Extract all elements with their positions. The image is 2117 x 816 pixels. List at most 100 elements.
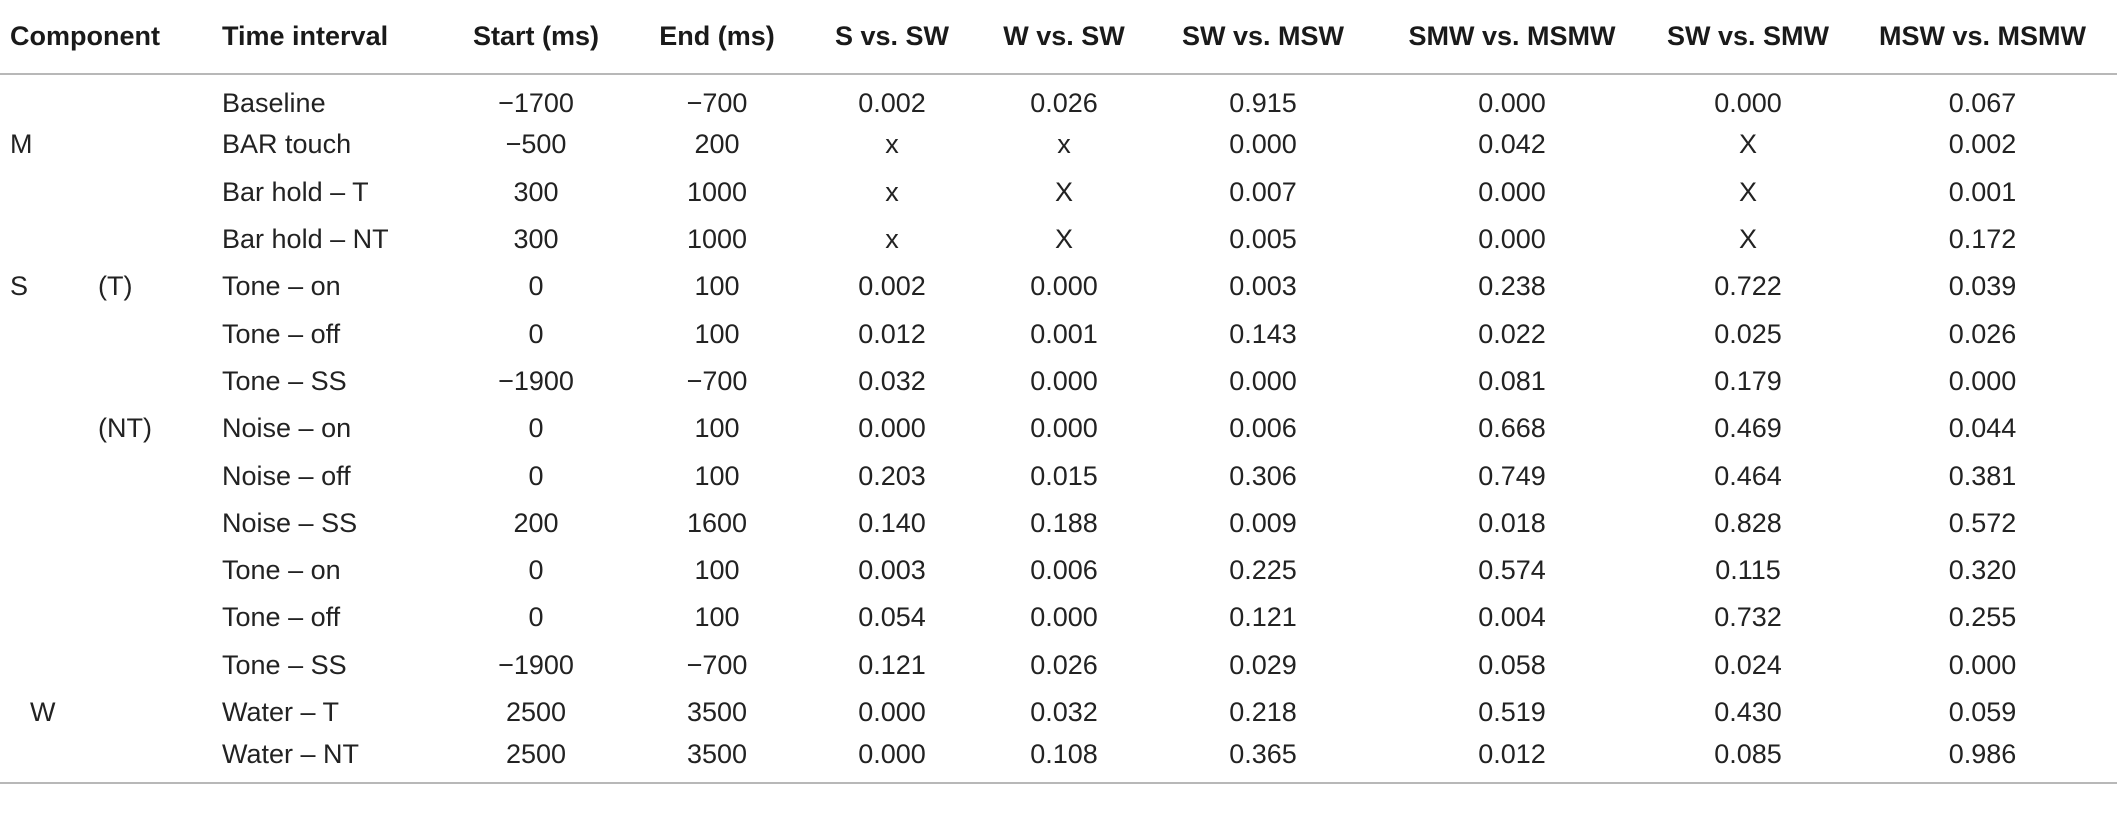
cell-start: 0 xyxy=(528,555,544,586)
header-component: Component xyxy=(0,14,223,75)
header-msw-vs-msmw: MSW vs. MSMW xyxy=(1848,14,2117,75)
table-row: Tone – SS −1900 −700 0.121 0.026 0.029 0.058 0.… xyxy=(0,642,2117,689)
cell-time-interval: Tone – SS xyxy=(222,365,347,396)
cell-end: −700 xyxy=(686,87,748,118)
cell-sw-vs-smw: 0.828 xyxy=(1714,507,1782,538)
cell-subgroup xyxy=(98,121,222,168)
cell-subgroup xyxy=(98,310,222,357)
cell-end: 1600 xyxy=(686,507,748,538)
cell-msw-vs-msmw: 0.572 xyxy=(1948,507,2017,538)
cell-start: −1900 xyxy=(498,365,574,396)
cell-w-vs-sw: x xyxy=(1057,129,1071,160)
cell-end: 100 xyxy=(694,318,740,349)
cell-sw-vs-msw: 0.006 xyxy=(1229,413,1297,444)
cell-sw-vs-msw: 0.003 xyxy=(1229,271,1297,302)
cell-smw-vs-msmw: 0.000 xyxy=(1478,87,1546,118)
cell-sw-vs-msw: 0.306 xyxy=(1229,460,1297,491)
cell-subgroup xyxy=(98,736,223,785)
cell-component xyxy=(0,736,98,785)
cell-msw-vs-msmw: 0.059 xyxy=(1948,697,2017,727)
cell-w-vs-sw: 0.006 xyxy=(1030,555,1098,586)
cell-start: −1900 xyxy=(498,649,574,680)
cell-sw-vs-msw: 0.121 xyxy=(1229,602,1297,633)
cell-time-interval: Bar hold – NT xyxy=(222,224,389,255)
table-row: Bar hold – T 300 1000 x X 0.007 0.000 X 0.001 xyxy=(0,169,2117,216)
cell-msw-vs-msmw: 0.039 xyxy=(1948,271,2017,302)
cell-time-interval: BAR touch xyxy=(222,129,352,160)
cell-component xyxy=(0,358,98,405)
cell-smw-vs-msmw: 0.238 xyxy=(1478,271,1546,302)
cell-component xyxy=(0,310,98,357)
cell-start: −500 xyxy=(505,129,567,160)
cell-sw-vs-msw: 0.029 xyxy=(1229,649,1297,680)
cell-sw-vs-smw: X xyxy=(1739,176,1758,207)
cell-sw-vs-smw: 0.179 xyxy=(1714,365,1782,396)
cell-start: −1700 xyxy=(498,87,574,118)
cell-smw-vs-msmw: 0.668 xyxy=(1478,413,1546,444)
cell-start: 2500 xyxy=(444,736,629,785)
cell-sw-vs-msw: 0.007 xyxy=(1229,176,1297,207)
cell-smw-vs-msmw: 0.018 xyxy=(1478,507,1546,538)
cell-smw-vs-msmw: 0.574 xyxy=(1478,555,1546,586)
cell-sw-vs-msw: 0.365 xyxy=(1150,736,1377,785)
cell-end: 1000 xyxy=(686,224,748,255)
cell-w-vs-sw: 0.001 xyxy=(1030,318,1098,349)
cell-sw-vs-smw: 0.430 xyxy=(1714,697,1782,727)
table-row: Tone – on 0 100 0.003 0.006 0.225 0.574 0.115 0.… xyxy=(0,547,2117,594)
cell-start: 200 xyxy=(513,507,559,538)
cell-time-interval: Tone – on xyxy=(222,555,341,586)
header-s-vs-sw: S vs. SW xyxy=(806,14,979,75)
cell-sw-vs-smw: 0.469 xyxy=(1714,413,1782,444)
cell-s-vs-sw: 0.000 xyxy=(806,736,979,785)
cell-end: 3500 xyxy=(628,736,807,785)
cell-w-vs-sw: 0.026 xyxy=(1030,649,1098,680)
cell-subgroup xyxy=(98,500,222,547)
cell-sw-vs-smw: 0.722 xyxy=(1714,271,1782,302)
cell-subgroup xyxy=(98,452,222,499)
cell-w-vs-sw: 0.108 xyxy=(978,736,1151,785)
cell-time-interval: Noise – off xyxy=(222,460,351,491)
table-row: Baseline −1700 −700 0.002 0.026 0.915 0.000 0.0… xyxy=(0,74,2117,121)
cell-start: 0 xyxy=(528,271,544,302)
cell-sw-vs-smw: X xyxy=(1739,224,1758,255)
cell-s-vs-sw: 0.140 xyxy=(858,507,926,538)
cell-component xyxy=(0,500,98,547)
cell-w-vs-sw: 0.000 xyxy=(1030,271,1098,302)
cell-sw-vs-msw: 0.143 xyxy=(1229,318,1297,349)
cell-time-interval: Water – T xyxy=(222,697,340,727)
cell-sw-vs-smw: 0.115 xyxy=(1715,555,1781,586)
cell-w-vs-sw: 0.000 xyxy=(1030,602,1098,633)
header-smw-vs-msmw: SMW vs. MSMW xyxy=(1376,14,1649,75)
cell-end: −700 xyxy=(686,365,748,396)
cell-start: 300 xyxy=(513,224,559,255)
cell-smw-vs-msmw: 0.004 xyxy=(1478,602,1546,633)
cell-msw-vs-msmw: 0.001 xyxy=(1948,176,2017,207)
cell-smw-vs-msmw: 0.000 xyxy=(1478,224,1546,255)
table-row: Tone – off 0 100 0.012 0.001 0.143 0.022 0.025 0… xyxy=(0,310,2117,357)
cell-s-vs-sw: 0.002 xyxy=(858,271,926,302)
table-row: Tone – off 0 100 0.054 0.000 0.121 0.004 0.732 0… xyxy=(0,594,2117,641)
cell-s-vs-sw: 0.032 xyxy=(858,365,926,396)
cell-end: 100 xyxy=(694,460,740,491)
table-row: W Water – T 2500 3500 0.000 0.032 0.218 0.519 0.… xyxy=(0,689,2117,736)
header-end: End (ms) xyxy=(628,14,807,75)
cell-sw-vs-msw: 0.225 xyxy=(1229,555,1297,586)
cell-time-interval: Noise – on xyxy=(222,413,352,444)
cell-subgroup xyxy=(98,74,222,121)
header-start: Start (ms) xyxy=(444,14,629,75)
header-sw-vs-msw: SW vs. MSW xyxy=(1150,14,1377,75)
cell-component: W xyxy=(30,697,56,727)
cell-subgroup xyxy=(98,358,222,405)
cell-component xyxy=(0,405,98,452)
cell-w-vs-sw: X xyxy=(1055,176,1074,207)
table-body: Baseline −1700 −700 0.002 0.026 0.915 0.000 0.0… xyxy=(0,74,2117,785)
cell-sw-vs-smw: X xyxy=(1739,129,1758,160)
cell-start: 0 xyxy=(528,413,544,444)
header-time-interval: Time interval xyxy=(222,14,445,75)
table-row: M BAR touch −500 200 x x 0.000 0.042 X 0.002 xyxy=(0,121,2117,168)
cell-end: 200 xyxy=(694,129,740,160)
cell-sw-vs-smw: 0.085 xyxy=(1648,736,1849,785)
cell-time-interval: Baseline xyxy=(222,87,326,118)
cell-sw-vs-smw: 0.464 xyxy=(1714,460,1782,491)
